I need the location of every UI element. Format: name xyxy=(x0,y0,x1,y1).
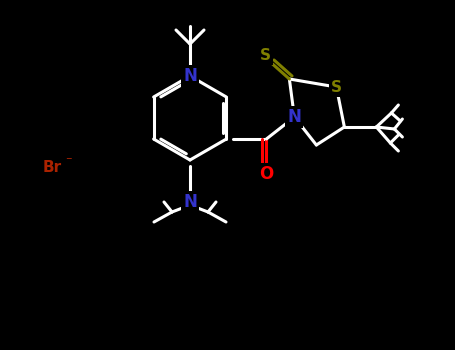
Text: O: O xyxy=(259,165,273,183)
Text: N: N xyxy=(183,67,197,85)
Text: S: S xyxy=(260,48,271,63)
Text: Br: Br xyxy=(42,161,61,175)
Text: ⁻: ⁻ xyxy=(65,155,71,168)
Text: N: N xyxy=(288,108,301,126)
Text: S: S xyxy=(331,79,342,94)
Text: N: N xyxy=(183,193,197,211)
